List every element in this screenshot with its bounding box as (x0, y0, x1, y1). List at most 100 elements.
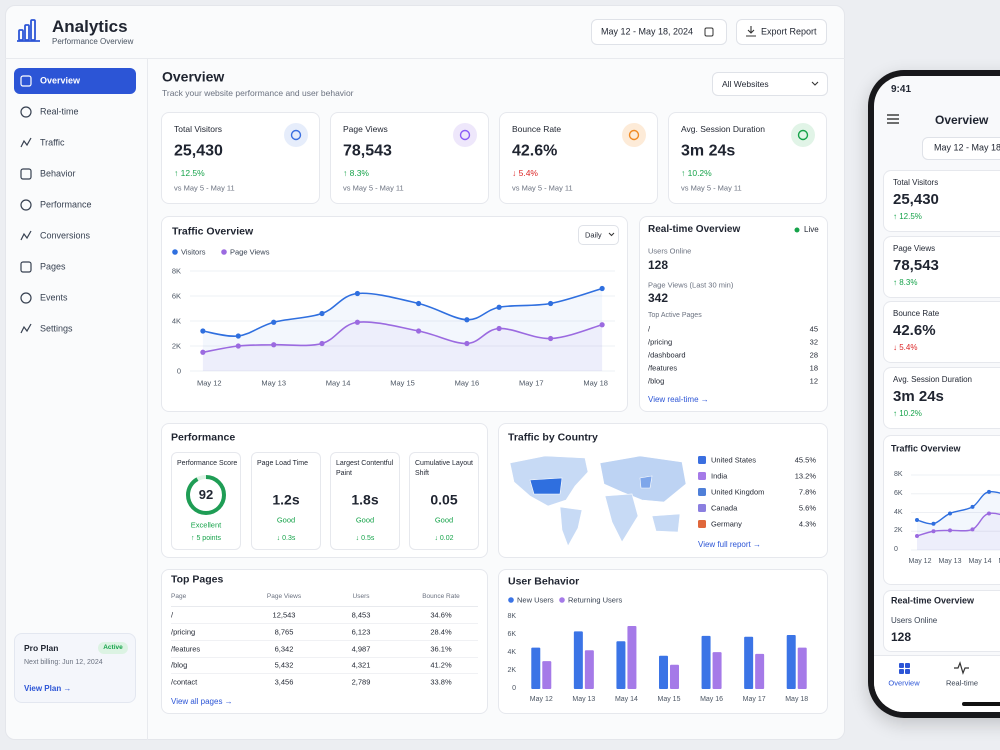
app-subtitle: Performance Overview (52, 37, 134, 47)
app-title: Analytics (52, 16, 128, 36)
nav-item[interactable]: Events (40, 292, 68, 303)
metric-label: Users Online (648, 246, 692, 256)
link[interactable]: View all pages → (171, 697, 233, 707)
metric-card (251, 452, 321, 550)
y-tick-label: 4K (894, 508, 903, 516)
table-cell: 33.8% (430, 677, 452, 687)
metric-value: 128 (648, 257, 669, 272)
x-tick-label: May 15 (390, 378, 415, 388)
kpi-value: 3m 24s (893, 388, 944, 405)
column-header: Bounce Rate (422, 593, 460, 601)
phone-title: Overview (935, 112, 989, 127)
nav-item[interactable]: Settings (40, 323, 73, 334)
country-name: United States (711, 455, 757, 465)
nav-item[interactable]: Behavior (40, 168, 76, 179)
y-tick-label: 8K (171, 266, 181, 276)
table-cell: / (171, 610, 174, 620)
x-tick-label: May 18 (785, 695, 809, 703)
metric-label: Largest Contentful Paint (336, 460, 394, 477)
country-share: 5.6% (798, 503, 816, 513)
table-cell: /contact (171, 677, 198, 687)
table-rule (171, 606, 478, 607)
kpi-label: Avg. Session Duration (893, 375, 973, 385)
kpi-label: Page Views (893, 244, 936, 254)
kpi-label: Avg. Session Duration (681, 123, 765, 134)
kpi-value: 42.6% (512, 142, 558, 160)
date-range-button[interactable] (591, 19, 727, 45)
x-tick-label: May 12 (197, 378, 222, 388)
period-select[interactable] (578, 225, 619, 245)
table-cell: 12,543 (272, 610, 296, 620)
link[interactable]: View real-time → (648, 395, 709, 405)
metric-value: 342 (648, 290, 669, 305)
nav-item[interactable]: Traffic (40, 137, 65, 148)
nav-item[interactable]: Overview (40, 75, 81, 86)
country-share: 13.2% (794, 471, 816, 481)
tab-label[interactable]: Real-time (945, 678, 979, 688)
metric-card (409, 452, 479, 550)
kpi-value: 3m 24s (681, 142, 736, 160)
x-tick-label: May 13 (572, 695, 596, 703)
plan-name: Pro Plan (24, 642, 59, 653)
table-cell: 5,432 (274, 660, 294, 670)
metric-status: Excellent (190, 520, 222, 530)
metric-change: ↑ 5 points (191, 534, 221, 542)
kpi-label: Bounce Rate (512, 123, 562, 134)
country-name: India (711, 471, 728, 481)
metric-status: Good (434, 515, 454, 525)
metric-card (330, 452, 400, 550)
active-count: 32 (809, 337, 818, 347)
x-tick-label: May 12 (529, 695, 553, 703)
website-filter[interactable] (712, 72, 828, 96)
card-title: Traffic Overview (891, 443, 961, 454)
kpi-label: Page Views (343, 123, 388, 134)
active-count: 18 (809, 363, 818, 373)
column-header: Users (352, 593, 370, 601)
card-title: Traffic Overview (172, 225, 254, 238)
y-tick-label: 2K (171, 341, 181, 351)
table-cell: /blog (171, 660, 188, 670)
section-label: Top Active Pages (648, 311, 702, 319)
status-time: 9:41 (891, 84, 912, 95)
table-cell: 36.1% (430, 644, 452, 654)
x-tick-label: May 14 (968, 557, 992, 565)
plan-status-pill (98, 642, 128, 654)
table-cell: /pricing (171, 627, 196, 637)
x-tick-label: May 13 (261, 378, 287, 388)
tab-label[interactable]: Overview (888, 678, 920, 688)
legend-label: New Users (517, 595, 554, 605)
y-tick-label: 8K (894, 470, 903, 478)
nav-item[interactable]: Conversions (40, 230, 91, 241)
country-share: 45.5% (794, 455, 816, 465)
active-page: /blog (648, 376, 665, 386)
y-tick-label: 0 (894, 545, 898, 553)
kpi-change: ↓ 5.4% (893, 343, 918, 353)
table-rule (171, 623, 478, 624)
nav-item[interactable]: Real-time (40, 106, 79, 117)
nav-item[interactable]: Pages (40, 261, 66, 272)
nav-item[interactable]: Performance (40, 199, 92, 210)
card-title: Top Pages (171, 573, 224, 586)
kpi-change: ↑ 10.2% (681, 167, 712, 178)
behavior-card (498, 569, 828, 714)
card-title: User Behavior (508, 575, 580, 588)
table-cell: 34.6% (430, 610, 452, 620)
link[interactable]: View full report → (698, 540, 761, 550)
y-tick-label: 6K (171, 291, 181, 301)
metric-change: ↓ 0.5s (355, 534, 375, 542)
kpi-value: 25,430 (174, 142, 223, 160)
kpi-label: Total Visitors (174, 123, 223, 134)
plan-link[interactable]: View Plan → (24, 684, 72, 694)
phone-date-pill[interactable] (922, 137, 1000, 160)
y-tick-label: 4K (507, 648, 516, 656)
page-title: Overview (162, 68, 225, 85)
active-count: 45 (809, 324, 818, 334)
kpi-label: Total Visitors (893, 178, 939, 188)
legend-label: Returning Users (568, 595, 623, 605)
x-tick-label: May 16 (700, 695, 724, 703)
x-tick-label: May 14 (325, 378, 351, 388)
date-range-text: May 12 - May 18, 2024 (601, 26, 694, 37)
kpi-comparison: vs May 5 - May 11 (343, 183, 404, 193)
country-name: Germany (711, 519, 742, 529)
